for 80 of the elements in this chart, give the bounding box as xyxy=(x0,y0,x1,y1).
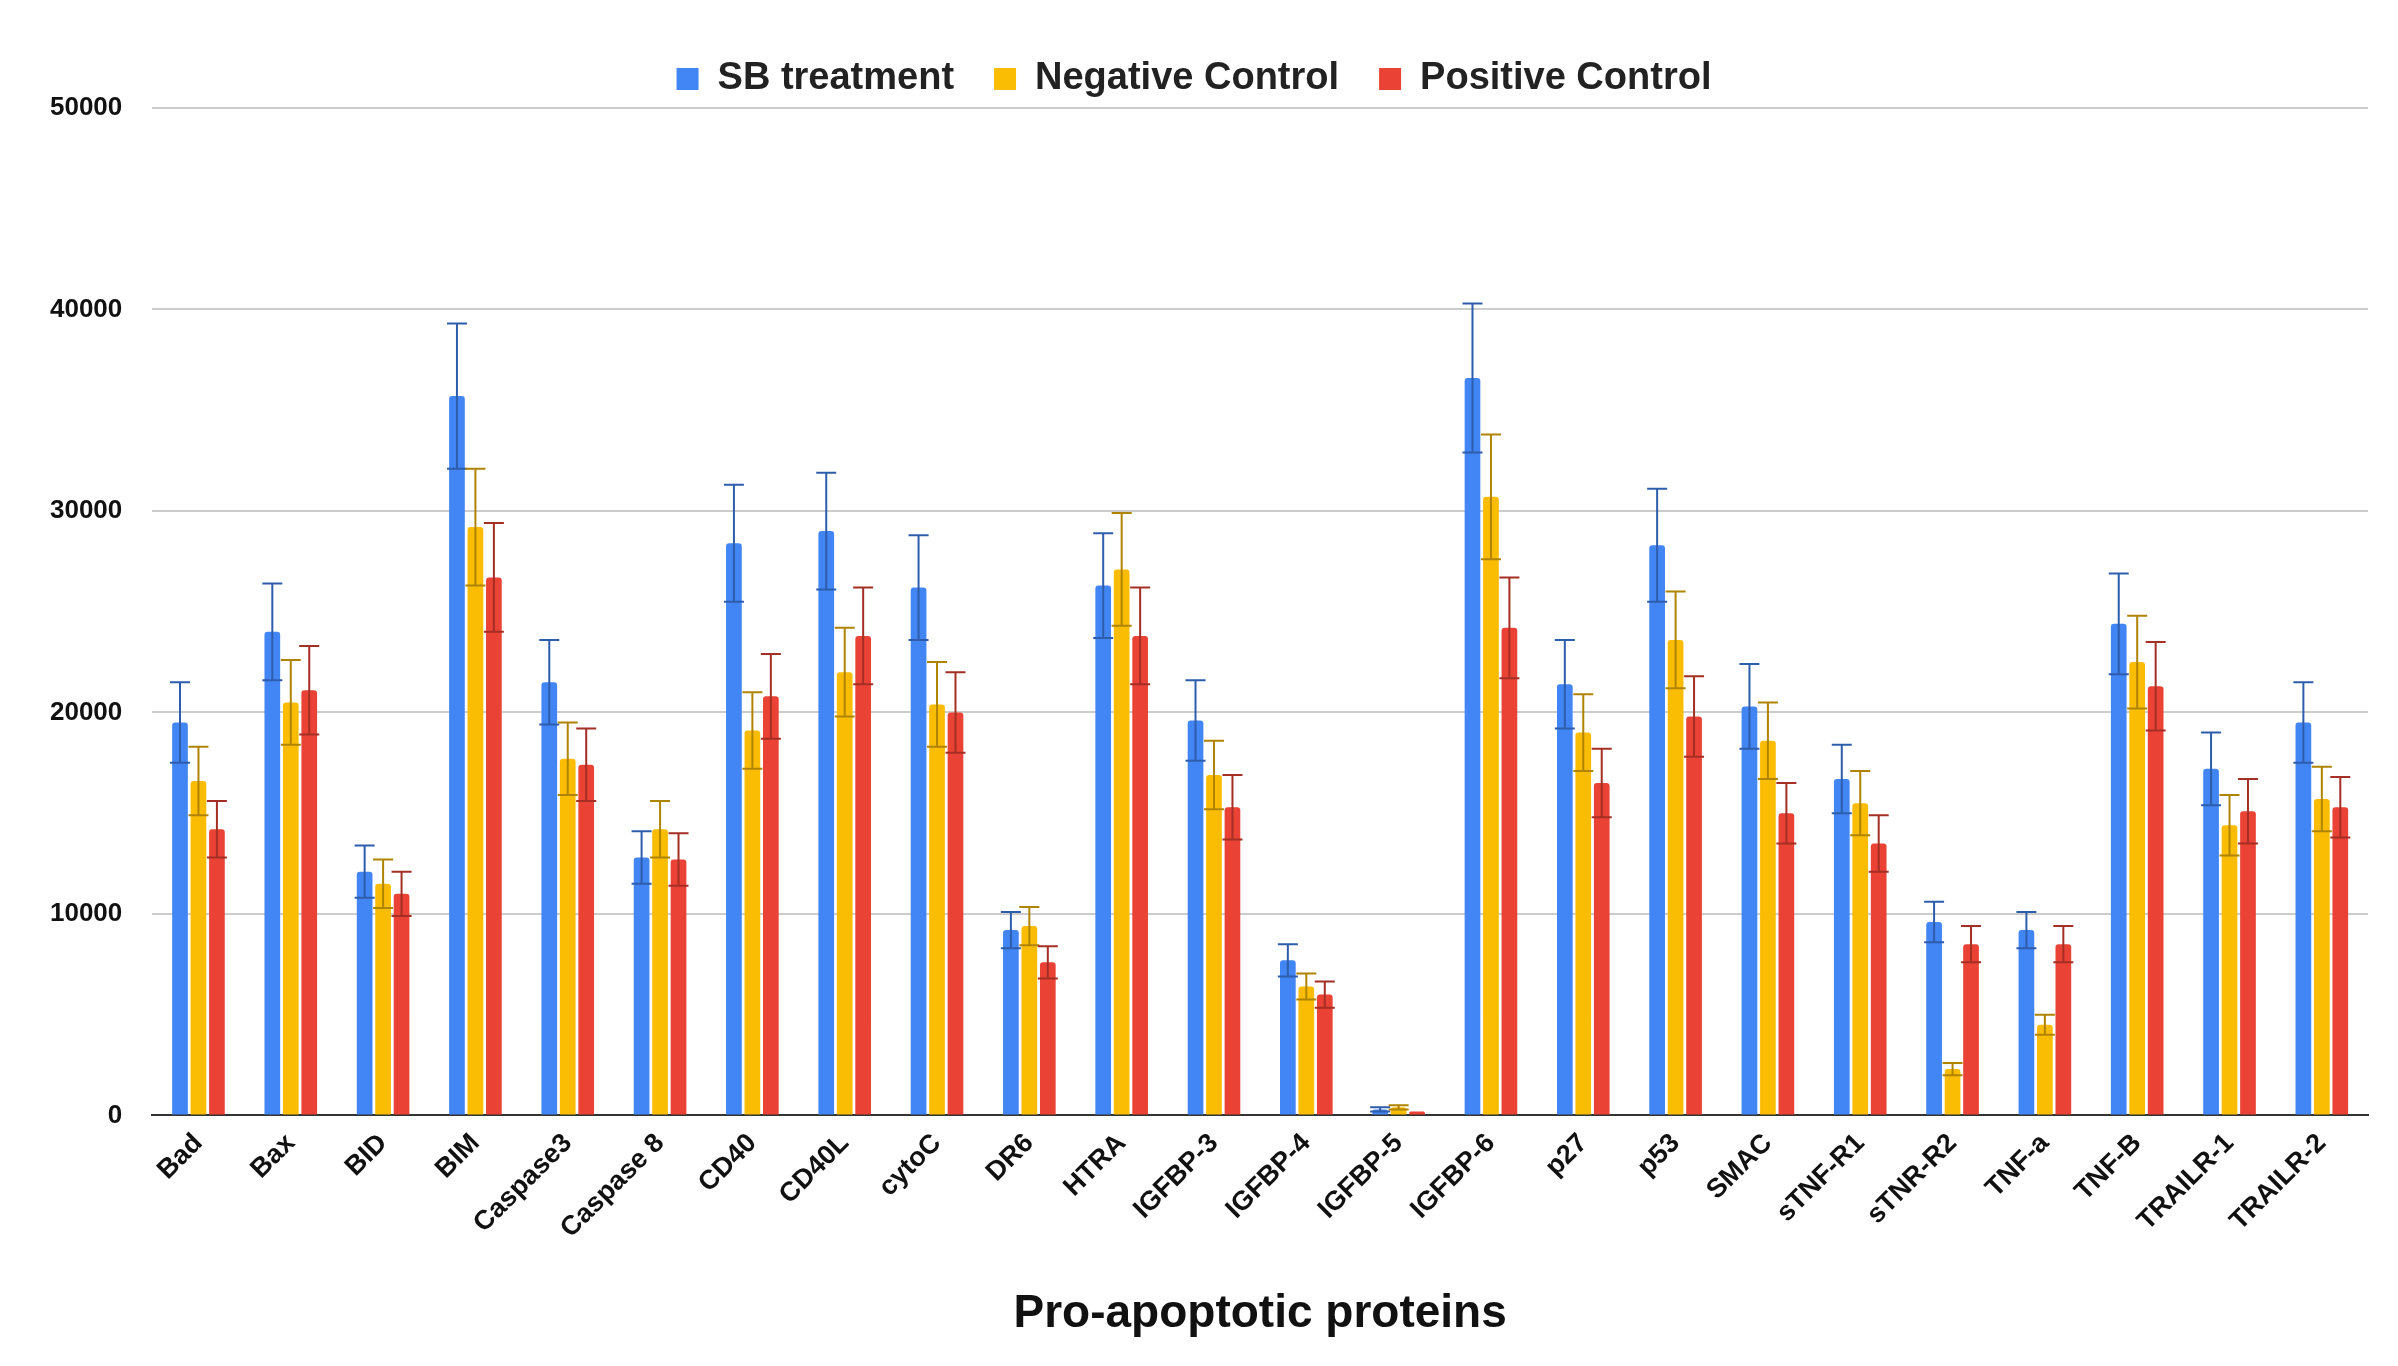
bar xyxy=(1095,585,1112,1115)
bar xyxy=(1667,639,1684,1115)
bar xyxy=(818,531,835,1115)
y-tick-label: 30000 xyxy=(49,494,123,525)
legend-label: Positive Control xyxy=(1420,55,1712,98)
legend-label: Negative Control xyxy=(1035,55,1340,98)
bar xyxy=(1593,782,1610,1115)
bar xyxy=(2037,1024,2053,1115)
bar xyxy=(486,577,502,1115)
bar xyxy=(1224,807,1241,1115)
bar xyxy=(763,696,779,1115)
bar xyxy=(2203,768,2219,1115)
bar xyxy=(1298,986,1315,1115)
bar xyxy=(467,527,484,1115)
bar xyxy=(1741,706,1758,1115)
bar xyxy=(2055,944,2072,1115)
bar xyxy=(1870,843,1887,1115)
bar xyxy=(2147,686,2164,1115)
bar xyxy=(356,871,373,1115)
bar xyxy=(449,396,465,1115)
y-tick-label: 40000 xyxy=(49,292,123,323)
bar xyxy=(1556,684,1573,1115)
bar xyxy=(1187,720,1204,1115)
bar xyxy=(301,690,318,1115)
bar xyxy=(375,883,391,1115)
bar xyxy=(1464,377,1481,1115)
bar xyxy=(1760,740,1776,1115)
y-tick-label: 10000 xyxy=(49,897,123,928)
bar xyxy=(1280,960,1296,1115)
bar xyxy=(578,764,595,1115)
bar xyxy=(2110,623,2127,1115)
bar xyxy=(744,730,761,1115)
bar xyxy=(2332,807,2349,1115)
x-tick-label: Bax xyxy=(244,1127,301,1184)
bar xyxy=(1483,496,1499,1115)
bar xyxy=(1575,732,1592,1115)
legend-label: SB treatment xyxy=(717,55,955,98)
bar xyxy=(559,758,576,1115)
bar xyxy=(2313,799,2330,1115)
bar xyxy=(1113,569,1130,1115)
bar xyxy=(172,722,188,1115)
bar xyxy=(947,712,964,1115)
bar xyxy=(1316,994,1333,1115)
bar xyxy=(1649,545,1665,1115)
bar xyxy=(1778,813,1795,1115)
bar xyxy=(264,631,281,1115)
bar xyxy=(2295,722,2312,1115)
y-tick-label: 50000 xyxy=(49,91,123,122)
bar xyxy=(190,780,207,1115)
bar xyxy=(726,543,742,1115)
y-tick-label: 0 xyxy=(107,1098,123,1129)
bar xyxy=(929,704,945,1115)
bar xyxy=(2129,662,2146,1115)
bar xyxy=(1039,962,1056,1115)
bar xyxy=(2221,825,2238,1115)
bar xyxy=(1003,930,1019,1115)
bar xyxy=(2018,930,2035,1115)
bar xyxy=(855,635,872,1115)
bar xyxy=(836,672,853,1115)
bar xyxy=(209,829,225,1115)
bar xyxy=(1021,926,1038,1115)
bar xyxy=(541,682,558,1115)
bar xyxy=(1206,774,1222,1115)
bar xyxy=(1132,635,1148,1115)
bar xyxy=(282,702,299,1115)
bar xyxy=(910,587,927,1115)
bar xyxy=(670,859,687,1115)
bar xyxy=(1833,778,1850,1115)
bar xyxy=(652,829,668,1115)
bar xyxy=(1926,922,1942,1115)
bar xyxy=(393,893,410,1115)
bar xyxy=(2240,811,2256,1115)
bar xyxy=(1501,627,1518,1115)
x-axis-title: Pro-apoptotic proteins xyxy=(1013,1285,1507,1338)
bar xyxy=(633,857,650,1115)
bar xyxy=(1963,944,1979,1115)
bar xyxy=(1852,803,1869,1115)
bar xyxy=(1686,716,1702,1115)
y-tick-label: 20000 xyxy=(49,695,123,726)
x-tick-label: BID xyxy=(338,1127,393,1182)
